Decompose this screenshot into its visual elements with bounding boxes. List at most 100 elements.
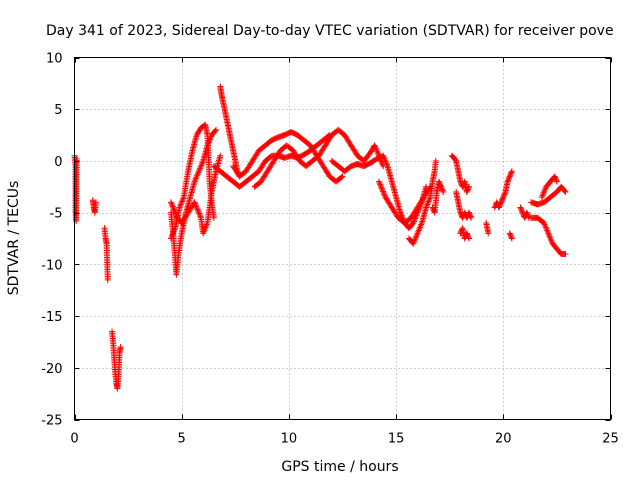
data-point (172, 209, 179, 216)
data-point (171, 207, 178, 214)
data-point (192, 177, 199, 184)
data-point (411, 217, 418, 224)
data-point (542, 222, 549, 229)
data-point (377, 182, 384, 189)
data-point (171, 226, 178, 233)
data-point (508, 169, 515, 176)
data-point (173, 211, 180, 218)
data-point (197, 213, 204, 220)
data-point (213, 126, 220, 133)
data-point (541, 188, 548, 195)
data-point (548, 237, 555, 244)
data-point (547, 236, 554, 243)
data-point (426, 197, 433, 204)
data-point (500, 194, 507, 201)
y-tick-label: -15 (41, 310, 62, 325)
y-tick-label: -25 (41, 414, 62, 429)
data-point (176, 204, 183, 211)
data-point (440, 188, 447, 195)
data-point (463, 188, 470, 195)
data-point (92, 199, 99, 206)
data-point (195, 207, 202, 214)
y-tick-label: 10 (46, 52, 63, 67)
data-point (438, 183, 445, 190)
axis-ticks (74, 57, 612, 421)
x-tick-labels: 0 5 10 15 20 25 (70, 432, 618, 447)
data-point (412, 215, 419, 222)
data-point (467, 212, 474, 219)
data-point (376, 180, 383, 187)
data-point (468, 214, 475, 221)
y-tick-labels: -25 -20 -15 -10 -5 0 5 10 (41, 52, 62, 429)
data-points (71, 83, 569, 392)
y-tick-label: 5 (54, 103, 62, 118)
data-point (169, 231, 176, 238)
data-point (485, 230, 492, 237)
y-axis-title: SDTVAR / TECUs (6, 181, 22, 296)
data-point (465, 185, 472, 192)
data-point (203, 222, 210, 229)
data-point (372, 143, 379, 150)
data-point (410, 219, 417, 226)
data-point (439, 186, 446, 193)
data-point (524, 210, 531, 217)
data-point (506, 174, 513, 181)
x-tick-label: 25 (602, 432, 619, 447)
data-point (452, 156, 459, 163)
data-point (416, 224, 423, 231)
data-point (464, 187, 471, 194)
x-tick-label: 10 (281, 432, 298, 447)
data-point (525, 213, 532, 220)
data-point (507, 170, 514, 177)
data-point (518, 207, 525, 214)
data-point (544, 227, 551, 234)
data-point (168, 234, 175, 241)
data-point (169, 202, 176, 209)
grid-lines (74, 57, 611, 420)
data-point (338, 174, 345, 181)
data-point (397, 209, 404, 216)
data-point (378, 185, 385, 192)
data-point (464, 231, 471, 238)
data-point (507, 231, 514, 238)
data-point (383, 160, 390, 167)
data-point (542, 224, 549, 231)
data-point (199, 159, 206, 166)
data-point (415, 228, 422, 235)
data-point (410, 218, 417, 225)
data-point (508, 235, 515, 242)
data-point (202, 224, 209, 231)
data-point (553, 178, 560, 185)
data-point (463, 230, 470, 237)
data-point (436, 179, 443, 186)
data-point (506, 173, 513, 180)
data-point (192, 200, 199, 207)
data-point (435, 178, 442, 185)
data-point (424, 201, 431, 208)
data-point (210, 214, 217, 221)
data-point (524, 212, 531, 219)
data-point (539, 192, 546, 199)
data-point (498, 199, 505, 206)
data-point (194, 171, 201, 178)
data-point (170, 204, 177, 211)
data-point (416, 225, 423, 232)
data-point (552, 174, 559, 181)
data-point (380, 154, 387, 161)
data-point (382, 157, 389, 164)
data-point (169, 232, 176, 239)
data-point (197, 165, 204, 172)
data-point (552, 176, 559, 183)
data-point (170, 206, 177, 213)
data-point (541, 221, 548, 228)
data-point (196, 211, 203, 218)
data-point (193, 203, 200, 210)
data-point (410, 240, 417, 247)
data-point (201, 227, 208, 234)
data-point (523, 209, 530, 216)
data-point (414, 230, 421, 237)
data-point (465, 183, 472, 190)
data-point (192, 202, 199, 209)
data-point (437, 182, 444, 189)
